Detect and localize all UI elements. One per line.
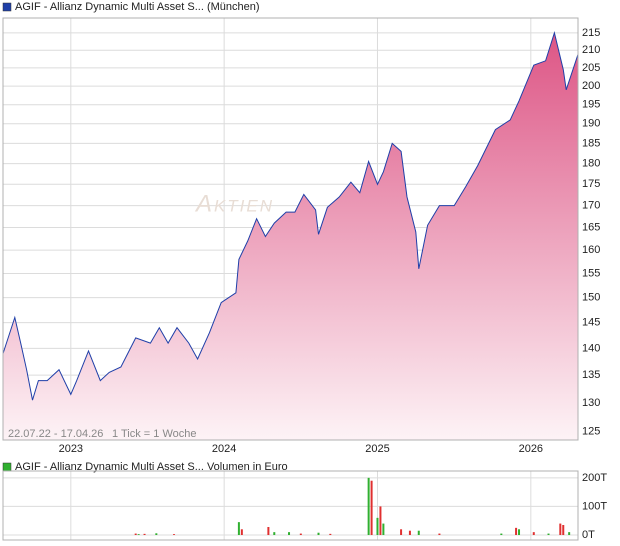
x-tick-label: 2025 — [365, 443, 389, 455]
volume-bar — [173, 534, 176, 535]
volume-bar — [515, 527, 518, 535]
volume-bar — [134, 533, 137, 535]
y-tick-label: 135 — [582, 369, 600, 381]
volume-bar — [137, 534, 140, 535]
volume-bar — [382, 523, 385, 535]
x-tick-label: 2023 — [59, 443, 83, 455]
x-tick-label: 2024 — [212, 443, 236, 455]
x-tick-label: 2026 — [519, 443, 543, 455]
volume-bar — [299, 533, 302, 535]
volume-bar — [288, 532, 291, 535]
volume-bar — [317, 532, 320, 535]
price-line — [2, 31, 579, 401]
y-tick-label: 125 — [582, 426, 600, 438]
chart-title: AGIF - Allianz Dynamic Multi Asset S... … — [15, 461, 288, 473]
plot-frame — [2, 17, 579, 441]
volume-bar — [400, 529, 403, 535]
volume-bar — [532, 532, 535, 535]
y-tick-label: 210 — [582, 44, 600, 56]
y-tick-label: 150 — [582, 292, 600, 304]
watermark: Aktien — [194, 190, 274, 217]
y-tick-label: 200T — [582, 472, 607, 484]
y-tick-label: 145 — [582, 316, 600, 328]
volume-bar — [240, 529, 243, 535]
volume-bar — [408, 530, 411, 535]
y-tick-label: 170 — [582, 200, 600, 212]
legend-icon — [2, 462, 12, 472]
volume-bar — [376, 517, 379, 535]
legend-icon — [2, 2, 12, 12]
volume-bar — [559, 523, 562, 535]
volume-bar — [143, 533, 146, 535]
volume-bar — [370, 480, 373, 535]
date-range: 22.07.22 - 17.04.26 — [8, 428, 103, 440]
volume-bar — [379, 506, 382, 535]
y-tick-label: 185 — [582, 137, 600, 149]
y-tick-label: 140 — [582, 342, 600, 354]
volume-bar — [237, 522, 240, 535]
volume-bar — [267, 527, 270, 535]
volume-bar — [329, 533, 332, 535]
volume-bar — [518, 529, 521, 535]
volume-bar — [417, 530, 420, 535]
volume-bar — [500, 533, 503, 535]
volume-bar — [438, 533, 441, 535]
y-tick-label: 100T — [582, 500, 607, 512]
y-tick-label: 130 — [582, 397, 600, 409]
y-tick-label: 165 — [582, 221, 600, 233]
y-tick-label: 195 — [582, 99, 600, 111]
volume-bar — [273, 532, 276, 535]
y-tick-label: 215 — [582, 27, 600, 39]
chart-title: AGIF - Allianz Dynamic Multi Asset S... … — [15, 1, 260, 13]
plot-frame — [2, 470, 579, 541]
area — [3, 32, 578, 441]
y-tick-label: 155 — [582, 267, 600, 279]
tick-note: 1 Tick = 1 Woche — [112, 428, 196, 440]
volume-bar — [547, 533, 550, 535]
y-tick-label: 200 — [582, 80, 600, 92]
y-tick-label: 175 — [582, 178, 600, 190]
volume-bar — [155, 533, 158, 535]
volume-bar — [367, 477, 370, 535]
y-tick-label: 160 — [582, 244, 600, 256]
volume-bar — [562, 525, 565, 535]
y-tick-label: 205 — [582, 62, 600, 74]
y-tick-label: 0T — [582, 529, 595, 541]
volume-bar — [568, 532, 571, 535]
y-tick-label: 180 — [582, 157, 600, 169]
y-tick-label: 190 — [582, 118, 600, 130]
